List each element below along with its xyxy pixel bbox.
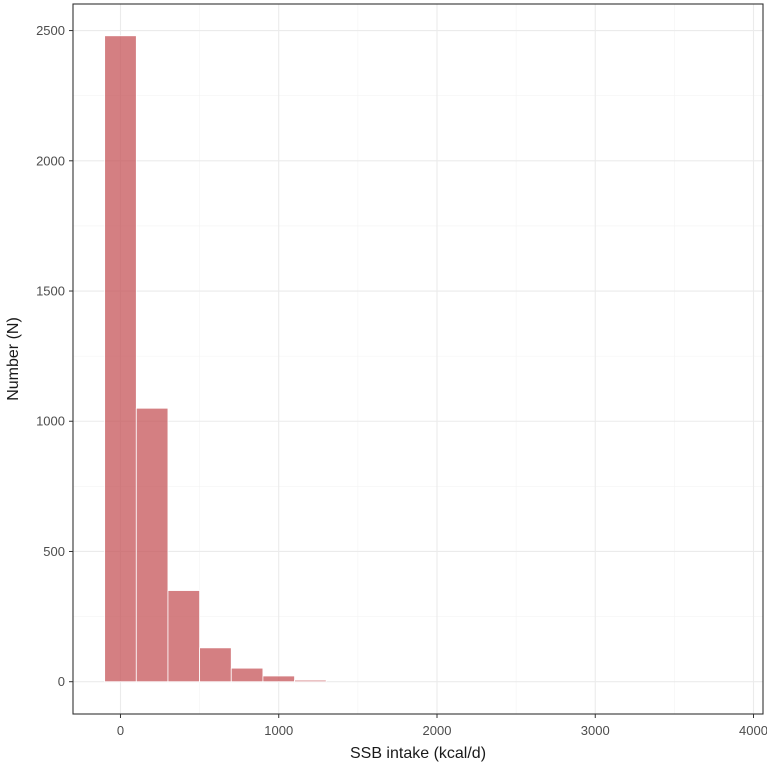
x-axis-ticks: 0 1000 2000 3000 4000	[117, 714, 767, 738]
y-tick-label: 1500	[36, 284, 65, 299]
y-tick-label: 2000	[36, 153, 65, 168]
y-tick-label: 2500	[36, 23, 65, 38]
histogram-bar	[294, 679, 327, 683]
grid-lines	[73, 4, 763, 714]
histogram-bars	[104, 35, 327, 683]
y-axis-title: Number (N)	[5, 317, 22, 401]
x-tick-label: 2000	[423, 723, 452, 738]
y-tick-label: 500	[43, 544, 65, 559]
histogram-bar	[167, 590, 201, 683]
histogram-bar	[199, 647, 232, 683]
histogram-bar	[262, 675, 295, 683]
histogram-bar	[230, 667, 264, 683]
x-tick-label: 3000	[581, 723, 610, 738]
x-axis-title: SSB intake (kcal/d)	[350, 745, 486, 762]
histogram-bar	[104, 35, 137, 683]
x-tick-label: 0	[117, 723, 124, 738]
histogram-bar	[135, 407, 169, 683]
panel-border	[72, 3, 764, 715]
y-tick-label: 1000	[36, 414, 65, 429]
x-tick-label: 1000	[264, 723, 293, 738]
x-tick-label: 4000	[739, 723, 767, 738]
y-axis-ticks: 0 500 1000 1500 2000 2500	[36, 23, 73, 689]
y-tick-label: 0	[58, 674, 65, 689]
